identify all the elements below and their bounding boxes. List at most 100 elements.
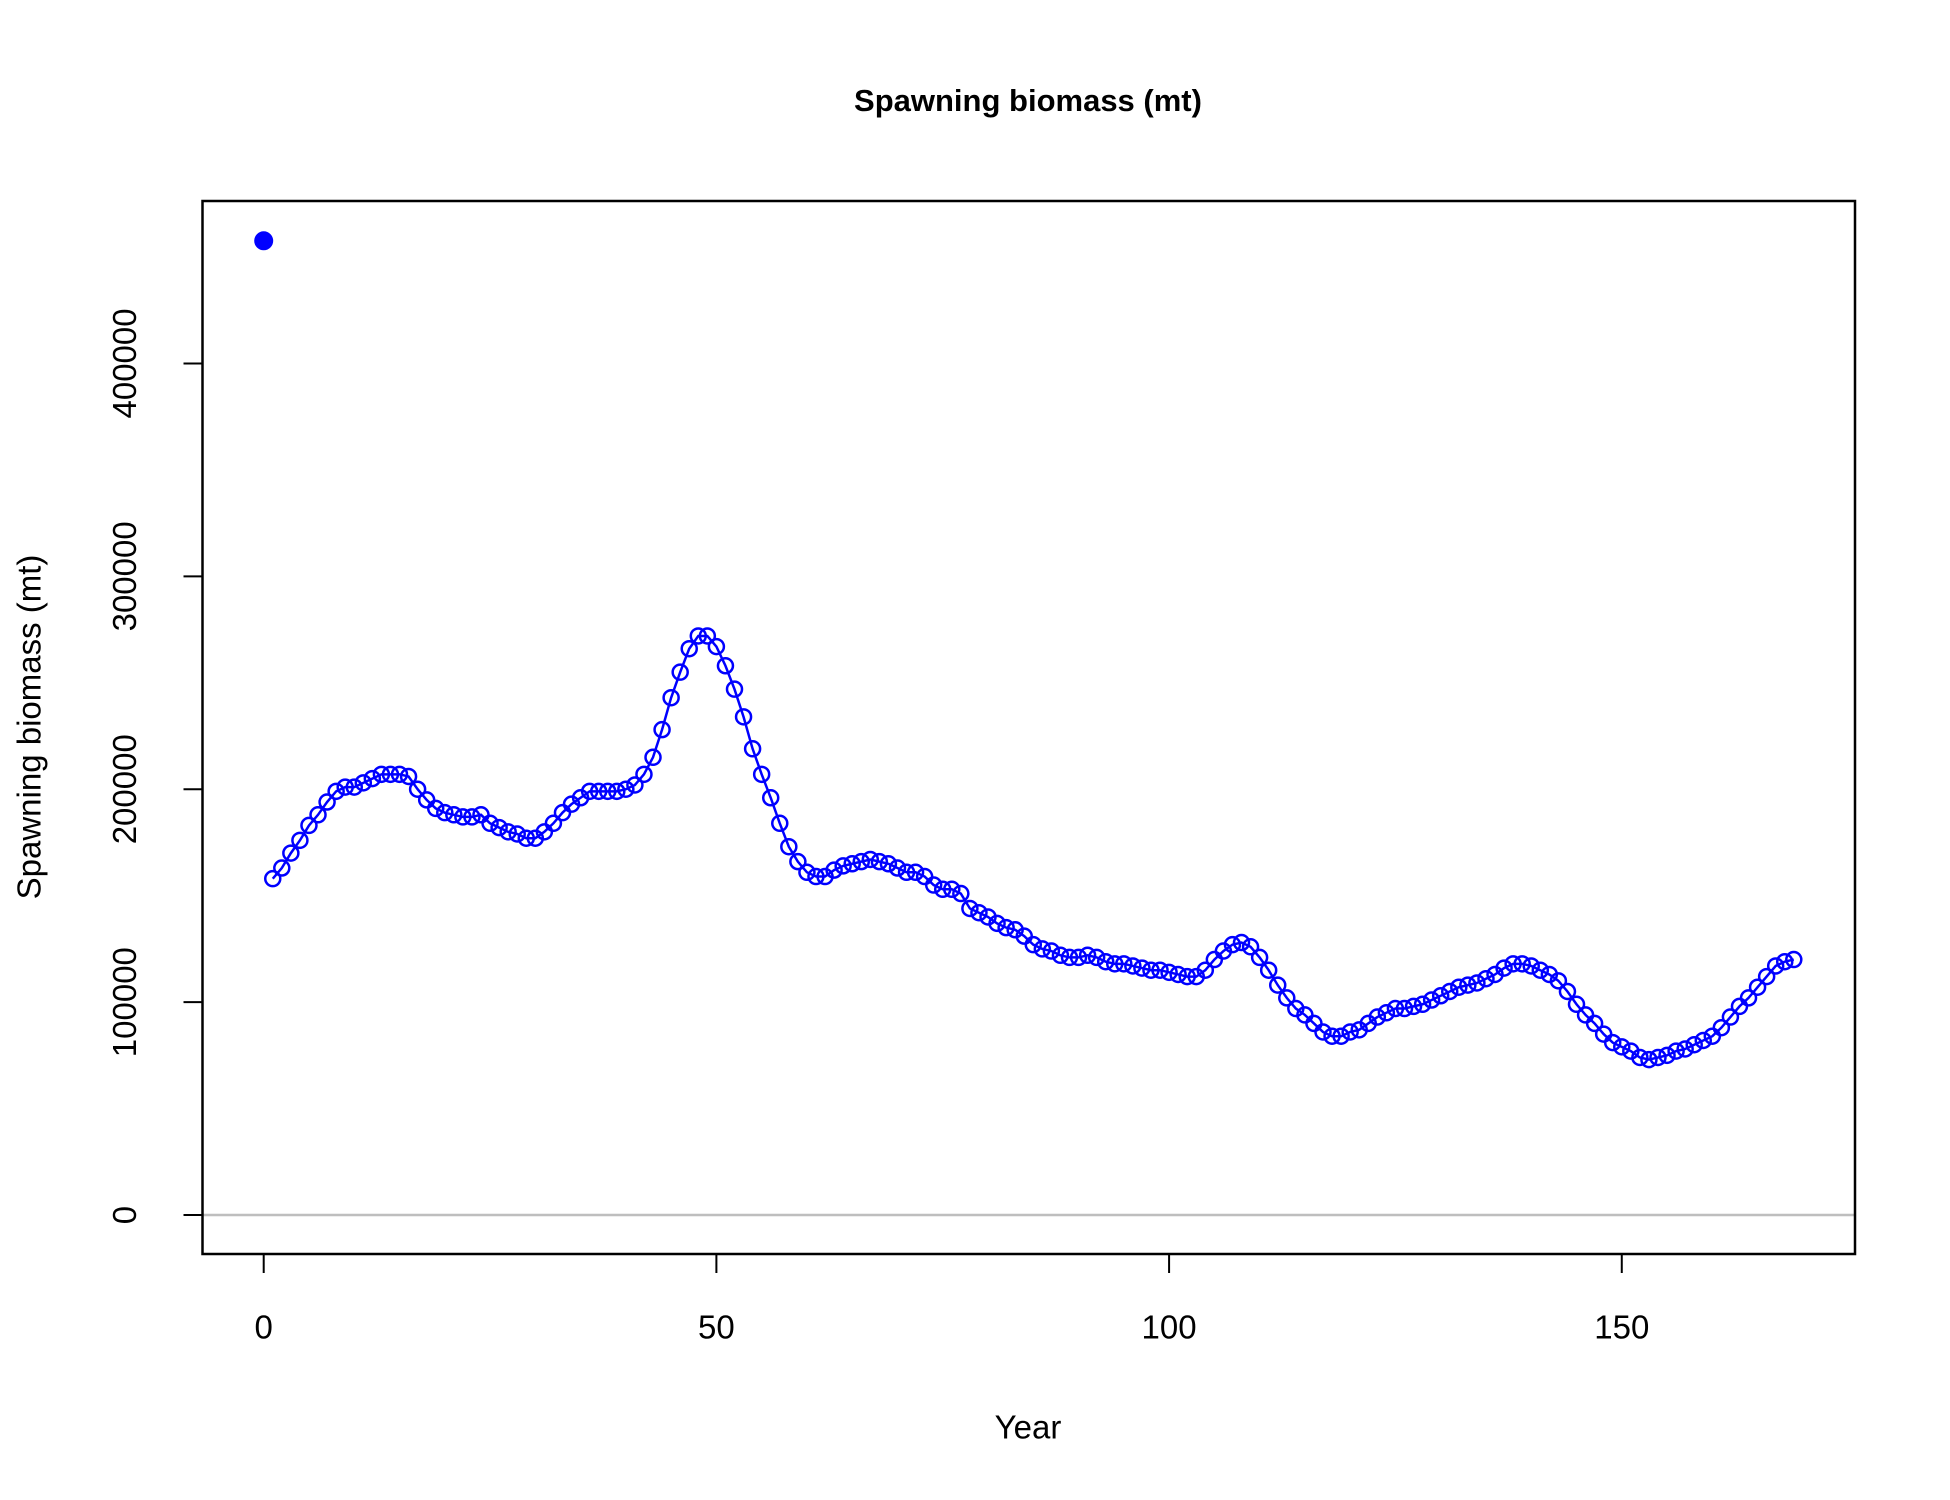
data-point [408, 780, 427, 798]
data-point [644, 748, 662, 767]
data-point [426, 799, 445, 818]
data-point [1694, 1031, 1713, 1050]
data-point [390, 765, 409, 784]
data-point [961, 899, 979, 918]
data-point [345, 778, 363, 796]
data-point [771, 814, 789, 833]
x-tick-label: 50 [698, 1309, 735, 1346]
data-point [807, 867, 825, 886]
data-point [1115, 955, 1133, 973]
data-point [734, 708, 753, 726]
data-point [1676, 1040, 1694, 1058]
data-point [580, 782, 599, 801]
data-point [1069, 948, 1088, 967]
data-point [598, 782, 617, 801]
data-point [626, 776, 644, 794]
data-point [291, 831, 309, 850]
x-tick-label: 150 [1594, 1309, 1649, 1346]
data-point [436, 803, 454, 822]
data-point [1096, 952, 1115, 971]
data-point [1757, 967, 1776, 986]
data-point [1060, 948, 1079, 967]
data-point [309, 806, 327, 824]
data-point [653, 720, 671, 739]
data-point [1169, 965, 1187, 984]
data-point [780, 837, 798, 856]
data-point [1685, 1035, 1703, 1054]
data-point [499, 823, 517, 841]
data-point [1259, 961, 1278, 979]
data-point [1649, 1048, 1667, 1067]
data-point [789, 852, 807, 871]
data-point [834, 857, 852, 875]
data-point [399, 767, 418, 786]
data-point [662, 688, 680, 707]
data-point [1196, 961, 1215, 979]
data-point [490, 818, 508, 837]
data-point [1078, 946, 1097, 965]
data-point [843, 855, 861, 873]
data-point [1504, 955, 1522, 973]
data-point [381, 765, 400, 784]
data-point [1739, 989, 1758, 1007]
data-point [1160, 963, 1178, 982]
data-point [463, 808, 481, 826]
data-point [589, 782, 608, 801]
data-point [671, 663, 689, 681]
data-point [635, 765, 653, 784]
y-tick-label: 400000 [106, 308, 143, 418]
data-point [1033, 940, 1052, 958]
data-point [1413, 995, 1432, 1014]
data-point [1368, 1008, 1387, 1026]
data-point [1459, 976, 1477, 994]
data-point [1278, 989, 1296, 1007]
data-point [300, 816, 318, 835]
data-point [1223, 935, 1242, 954]
data-point [481, 814, 499, 833]
data-point [1513, 955, 1531, 973]
data-point [997, 918, 1015, 937]
data-point [1124, 957, 1142, 975]
y-tick-label: 300000 [106, 521, 143, 631]
data-point [988, 914, 1006, 933]
data-point [698, 627, 717, 645]
data-point [1106, 955, 1124, 973]
data-point [336, 778, 354, 796]
data-point [1775, 952, 1794, 971]
x-tick-label: 0 [255, 1309, 273, 1346]
data-point [680, 639, 698, 658]
data-point [1558, 982, 1577, 1001]
data-point [1386, 999, 1405, 1018]
data-point [508, 825, 526, 843]
y-tick-label: 100000 [106, 947, 143, 1057]
data-point [282, 844, 300, 862]
data-point [1341, 1023, 1359, 1041]
data-point [327, 782, 345, 801]
y-tick-label: 0 [106, 1206, 143, 1224]
data-point [707, 637, 726, 656]
data-point [1766, 957, 1785, 975]
y-axis-label: Spawning biomass (mt) [11, 555, 48, 900]
data-point [1332, 1027, 1350, 1045]
data-point [1441, 982, 1459, 1001]
series-line [271, 634, 1795, 1061]
data-point [861, 850, 880, 869]
data-point [924, 876, 943, 894]
data-point [1232, 933, 1251, 952]
data-point [1658, 1046, 1676, 1065]
data-point [445, 806, 463, 824]
data-point [1477, 969, 1495, 988]
data-point [1721, 1008, 1740, 1026]
data-point [1450, 978, 1468, 996]
data-point [879, 855, 898, 873]
data-point [517, 829, 536, 847]
data-point [1748, 978, 1767, 996]
data-point [544, 814, 563, 833]
data-point [1603, 1033, 1622, 1052]
data-point [1531, 961, 1550, 979]
chart-title: Spawning biomass (mt) [854, 83, 1202, 118]
data-point [264, 869, 282, 888]
data-point [608, 782, 626, 801]
data-point [870, 852, 889, 871]
